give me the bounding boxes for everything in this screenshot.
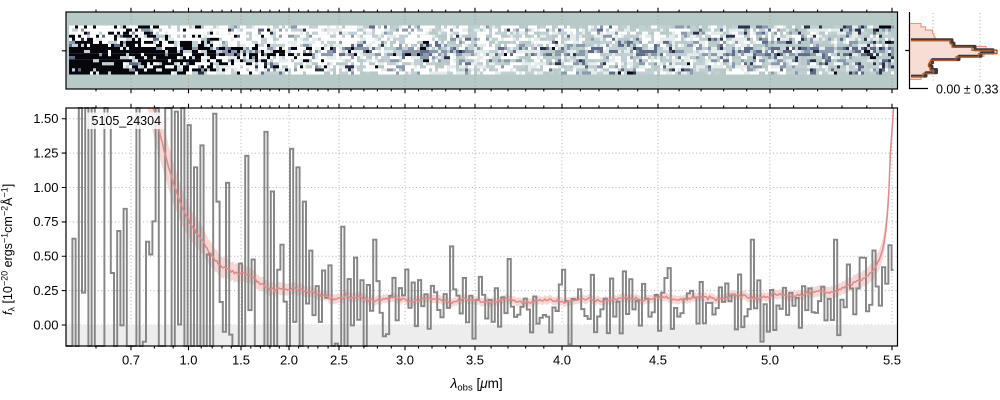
svg-text:1.25: 1.25 — [33, 145, 58, 160]
svg-text:0.75: 0.75 — [33, 214, 58, 229]
svg-text:1.00: 1.00 — [33, 180, 58, 195]
svg-text:3.5: 3.5 — [466, 353, 484, 368]
svg-text:λobs [μm]: λobs [μm] — [450, 375, 503, 394]
svg-text:0.00: 0.00 — [33, 317, 58, 332]
svg-text:5.0: 5.0 — [761, 353, 779, 368]
svg-text:fλ [10−20 ergs−1cm−2Å−1]: fλ [10−20 ergs−1cm−2Å−1] — [0, 184, 17, 315]
svg-text:2.5: 2.5 — [330, 353, 348, 368]
svg-text:4.0: 4.0 — [553, 353, 571, 368]
svg-text:5105_24304: 5105_24304 — [92, 114, 162, 128]
svg-text:0.50: 0.50 — [33, 249, 58, 264]
svg-text:0.7: 0.7 — [122, 353, 140, 368]
svg-text:1.50: 1.50 — [33, 111, 58, 126]
svg-text:5.5: 5.5 — [883, 353, 901, 368]
svg-text:3.0: 3.0 — [396, 353, 414, 368]
svg-text:1.5: 1.5 — [232, 353, 250, 368]
svg-text:2.0: 2.0 — [280, 353, 298, 368]
svg-text:0.00 ± 0.33: 0.00 ± 0.33 — [936, 82, 999, 96]
svg-text:0.25: 0.25 — [33, 283, 58, 298]
svg-text:1.0: 1.0 — [179, 353, 197, 368]
svg-text:4.5: 4.5 — [649, 353, 667, 368]
